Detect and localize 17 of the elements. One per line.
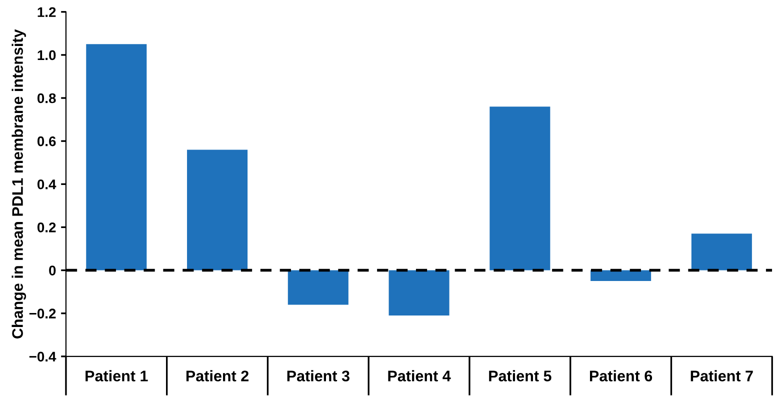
y-axis-title: Change in mean PDL1 membrane intensity	[12, 29, 26, 338]
y-tick-label: −0.4	[29, 352, 56, 362]
x-tick-label: Patient 7	[690, 370, 753, 382]
y-tick-label: 1.2	[38, 7, 56, 17]
x-tick-label: Patient 5	[489, 370, 552, 382]
x-tick-label: Patient 3	[287, 370, 350, 382]
x-tick-label: Patient 2	[186, 370, 249, 382]
x-tick-label: Patient 6	[590, 370, 652, 382]
y-tick-label: −0.2	[29, 308, 56, 319]
y-tick-label: 0.2	[37, 222, 56, 232]
y-tick-label: 0.4	[37, 179, 56, 190]
x-tick-label: Patient 1	[86, 370, 148, 382]
x-tick-label: Patient 4	[388, 370, 451, 382]
y-tick-label: 0.6	[37, 136, 56, 146]
y-tick-label: 0	[49, 266, 56, 276]
y-tick-label: 0.8	[37, 93, 56, 104]
y-tick-label: 1.0	[38, 50, 56, 60]
